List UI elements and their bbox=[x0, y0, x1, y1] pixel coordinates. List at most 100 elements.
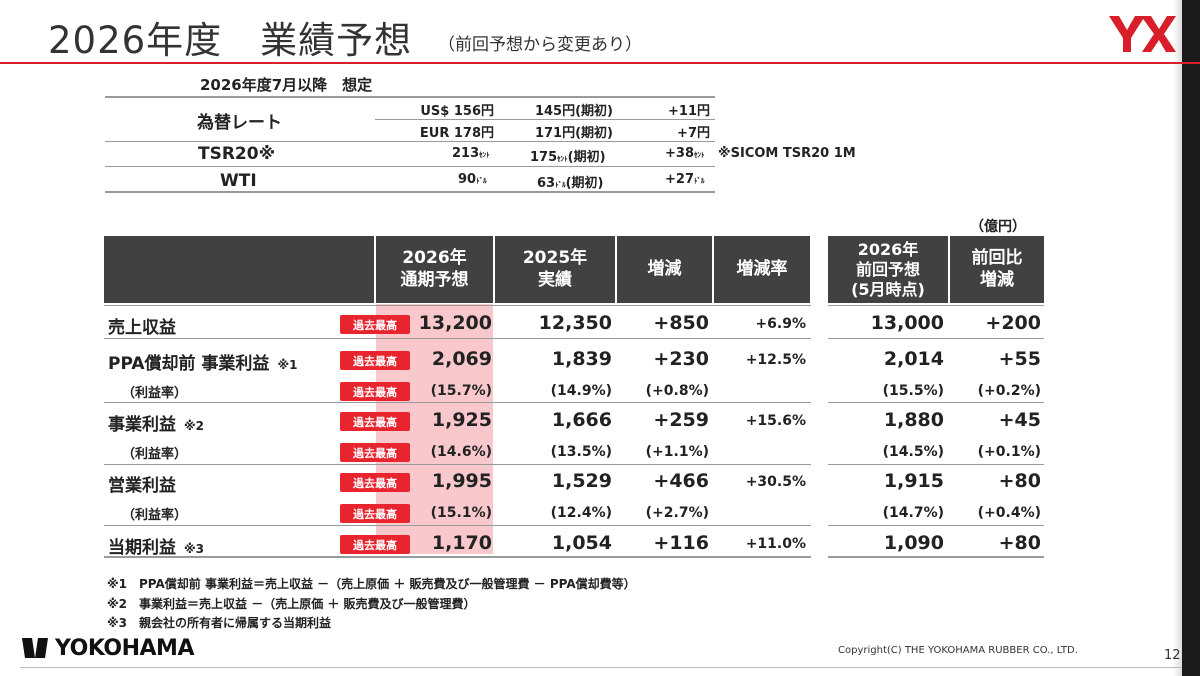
cell-forecast: 1,925 bbox=[431, 409, 492, 431]
cell-change-rate: +15.6% bbox=[745, 413, 806, 429]
record-high-badge: 過去最高 bbox=[340, 535, 410, 554]
table-divider bbox=[828, 464, 1044, 465]
table-divider bbox=[828, 402, 1044, 403]
divider bbox=[105, 96, 715, 98]
footer-line bbox=[20, 667, 1182, 668]
fx-usd-initial: 145円(期初) bbox=[534, 104, 613, 119]
note-3: ※3 親会社の所有者に帰属する当期利益 bbox=[107, 616, 332, 630]
divider bbox=[375, 119, 715, 120]
table-divider bbox=[104, 402, 811, 403]
note-2: ※2 事業利益＝売上収益 －（売上原価 ＋ 販売費及び一般管理費） bbox=[107, 597, 476, 611]
header-forecast: 2026年 通期予想 bbox=[376, 236, 493, 303]
fx-label: 為替レート bbox=[197, 113, 282, 133]
row-label-text: 事業利益 bbox=[108, 415, 176, 435]
cell-vs-previous: +80 bbox=[998, 532, 1041, 554]
row-label: （利益率） bbox=[122, 504, 187, 523]
table-divider bbox=[104, 556, 811, 558]
header-actual: 2025年 実績 bbox=[495, 236, 615, 303]
cell-actual: 1,839 bbox=[551, 348, 612, 370]
cell-forecast: (15.1%) bbox=[430, 505, 492, 521]
table-divider bbox=[104, 525, 811, 526]
tsr-initial: 175ｾﾝﾄ(期初) bbox=[530, 150, 606, 165]
fx-eur-diff: +7円 bbox=[677, 126, 710, 141]
row-label-text: 当期利益 bbox=[108, 538, 176, 558]
page-subtitle: （前回予想から変更あり） bbox=[438, 35, 642, 55]
wti-value: 90ﾄﾞﾙ bbox=[458, 172, 487, 187]
cell-previous-forecast: (14.5%) bbox=[882, 444, 944, 460]
cell-previous-forecast: (15.5%) bbox=[882, 383, 944, 399]
row-label: （利益率） bbox=[122, 443, 187, 462]
row-label-text: （利益率） bbox=[122, 447, 188, 462]
row-label-text: （利益率） bbox=[122, 386, 188, 401]
cell-previous-forecast: 2,014 bbox=[883, 348, 944, 370]
cell-forecast: 2,069 bbox=[431, 348, 492, 370]
record-high-badge: 過去最高 bbox=[340, 315, 410, 334]
row-label: 売上収益 bbox=[108, 313, 176, 338]
cell-vs-previous: (+0.1%) bbox=[977, 444, 1041, 460]
cell-change: +850 bbox=[653, 312, 709, 334]
cell-vs-previous: (+0.4%) bbox=[977, 505, 1041, 521]
tsr-note: ※SICOM TSR20 1M bbox=[718, 146, 856, 161]
header-change-rate: 増減率 bbox=[714, 236, 810, 303]
row-label-text: PPA償却前 事業利益 bbox=[108, 354, 270, 374]
cell-change-rate: +6.9% bbox=[755, 316, 806, 332]
row-label: PPA償却前 事業利益 ※1 bbox=[108, 349, 297, 374]
row-label: 事業利益 ※2 bbox=[108, 410, 204, 435]
cell-forecast: 1,170 bbox=[431, 532, 492, 554]
row-label-text: 営業利益 bbox=[108, 476, 176, 496]
cell-actual: 12,350 bbox=[538, 312, 612, 334]
header-vs-previous: 前回比 増減 bbox=[950, 236, 1044, 303]
right-edge-bar bbox=[1182, 0, 1200, 676]
cell-previous-forecast: 13,000 bbox=[870, 312, 944, 334]
cell-vs-previous: +55 bbox=[998, 348, 1041, 370]
fx-usd-diff: +11円 bbox=[668, 104, 710, 119]
header-change: 増減 bbox=[617, 236, 712, 303]
header-blank bbox=[104, 236, 374, 303]
row-label: 当期利益 ※3 bbox=[108, 533, 204, 558]
header-previous-forecast: 2026年 前回予想 (5月時点) bbox=[828, 236, 948, 303]
fx-eur-value: EUR 178円 bbox=[419, 126, 494, 141]
record-high-badge: 過去最高 bbox=[340, 382, 410, 401]
cell-actual: 1,054 bbox=[551, 532, 612, 554]
row-label-text: （利益率） bbox=[122, 508, 188, 523]
row-label: 営業利益 bbox=[108, 471, 176, 496]
record-high-badge: 過去最高 bbox=[340, 473, 410, 492]
row-label-text: 売上収益 bbox=[108, 318, 176, 338]
cell-change: (+2.7%) bbox=[645, 505, 709, 521]
yx-logo-icon bbox=[1109, 16, 1176, 52]
cell-actual: 1,529 bbox=[551, 470, 612, 492]
yokohama-tire-icon bbox=[22, 638, 48, 658]
fx-usd-value: US$ 156円 bbox=[420, 104, 494, 119]
record-high-badge: 過去最高 bbox=[340, 504, 410, 523]
cell-vs-previous: +45 bbox=[998, 409, 1041, 431]
table-divider bbox=[828, 556, 1044, 558]
cell-actual: 1,666 bbox=[551, 409, 612, 431]
cell-previous-forecast: (14.7%) bbox=[882, 505, 944, 521]
right-edge-shade bbox=[1160, 0, 1182, 676]
copyright: Copyright(C) THE YOKOHAMA RUBBER CO., LT… bbox=[838, 645, 1078, 656]
table-divider bbox=[828, 525, 1044, 526]
table-divider bbox=[104, 305, 811, 306]
fx-eur-initial: 171円(期初) bbox=[534, 126, 613, 141]
record-high-badge: 過去最高 bbox=[340, 412, 410, 431]
table-divider bbox=[104, 338, 811, 339]
cell-change: +116 bbox=[653, 532, 709, 554]
cell-vs-previous: +200 bbox=[985, 312, 1041, 334]
table-divider bbox=[828, 305, 1044, 306]
cell-previous-forecast: 1,915 bbox=[883, 470, 944, 492]
row-note: ※3 bbox=[184, 542, 205, 556]
cell-actual: (14.9%) bbox=[550, 383, 612, 399]
cell-forecast: 1,995 bbox=[431, 470, 492, 492]
record-high-badge: 過去最高 bbox=[340, 443, 410, 462]
row-label: （利益率） bbox=[122, 382, 187, 401]
table-divider bbox=[104, 464, 811, 465]
tsr-diff: +38ｾﾝﾄ bbox=[665, 146, 705, 161]
cell-change-rate: +12.5% bbox=[745, 352, 806, 368]
page-title: 2026年度 業績予想 bbox=[48, 19, 413, 62]
cell-change-rate: +11.0% bbox=[745, 536, 806, 552]
cell-previous-forecast: 1,880 bbox=[883, 409, 944, 431]
cell-actual: (12.4%) bbox=[550, 505, 612, 521]
divider bbox=[105, 191, 715, 193]
divider bbox=[105, 166, 715, 167]
wti-initial: 63ﾄﾞﾙ(期初) bbox=[537, 176, 604, 191]
